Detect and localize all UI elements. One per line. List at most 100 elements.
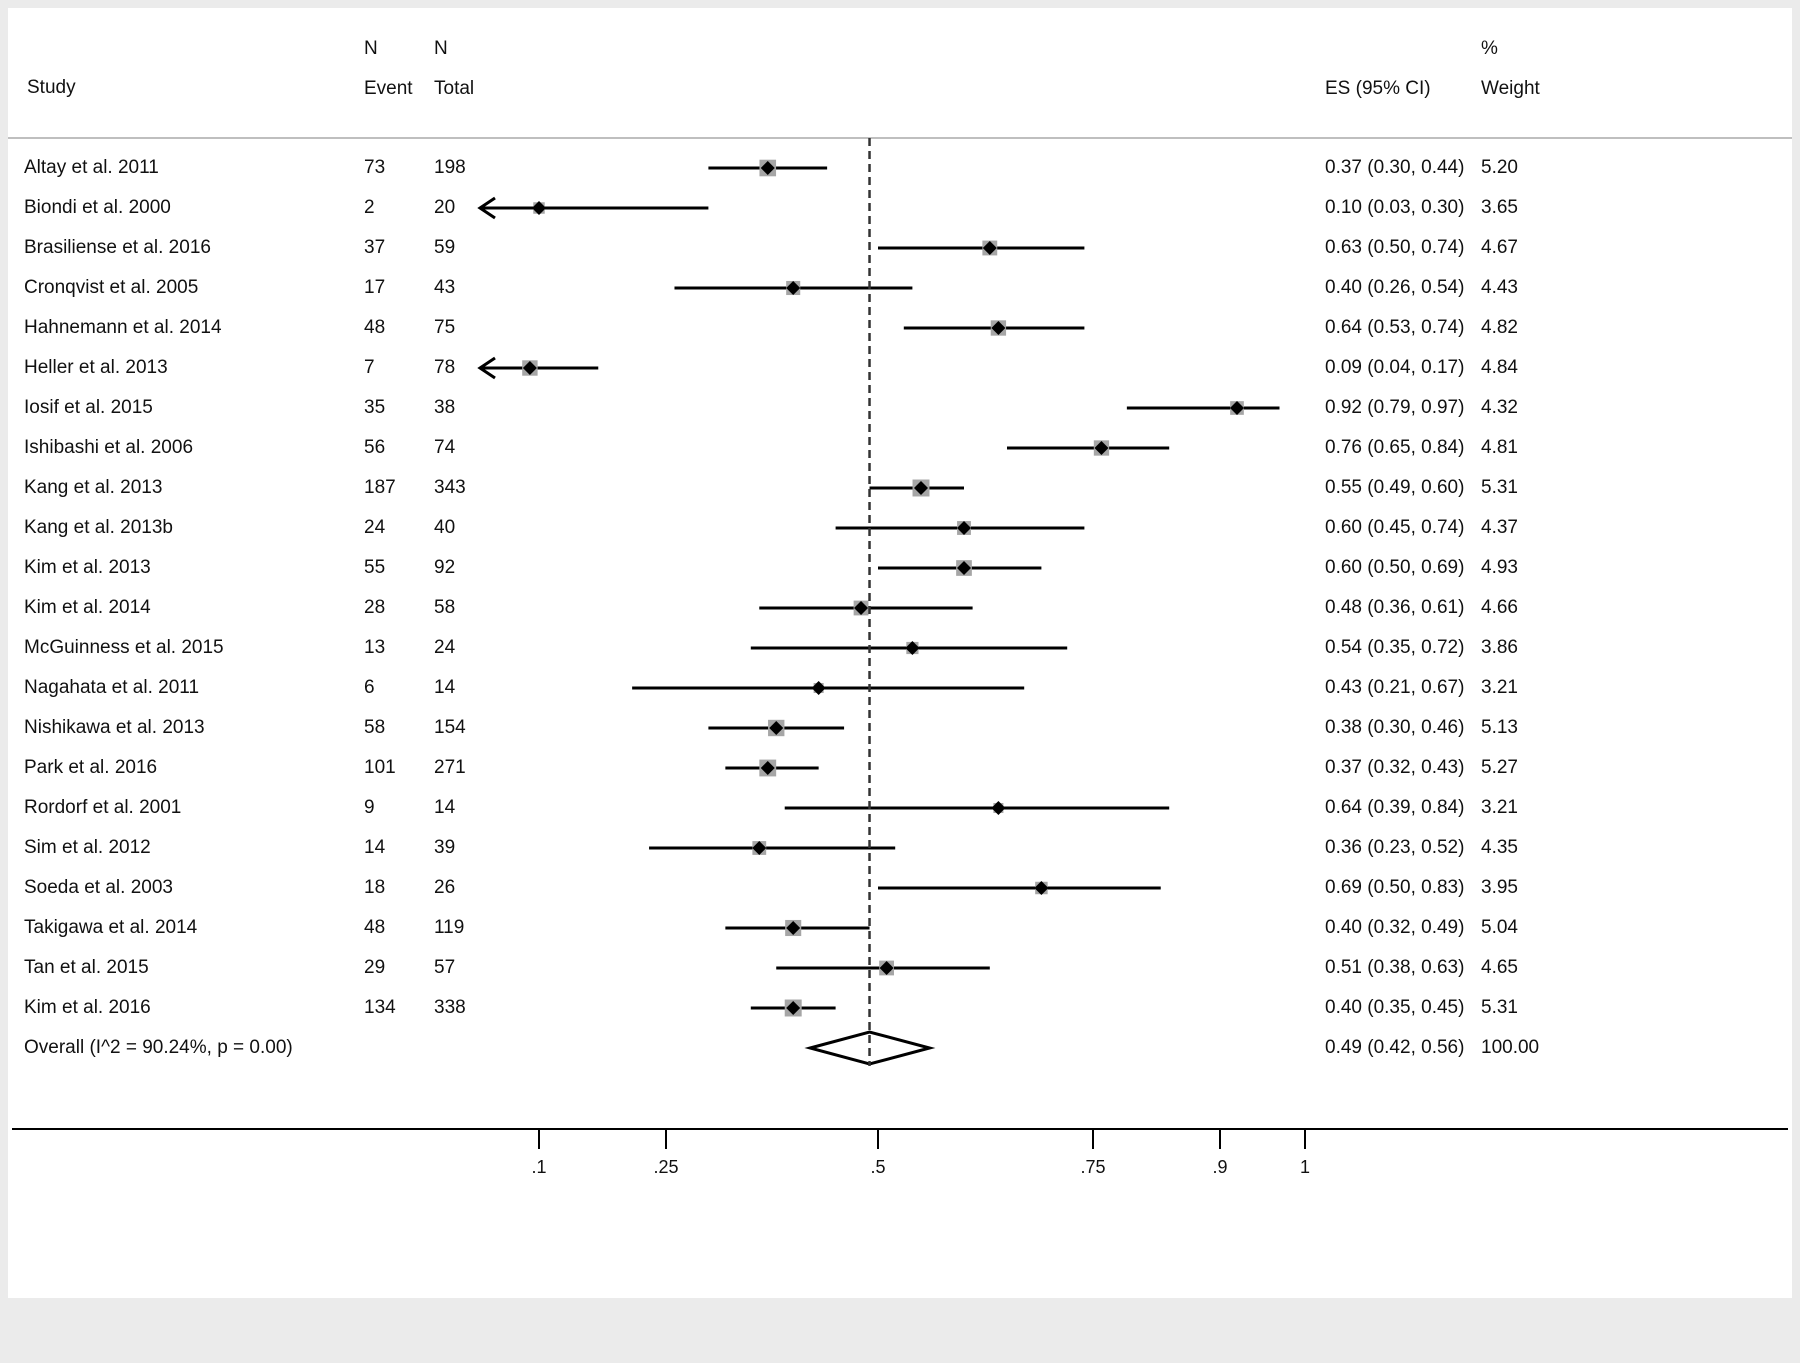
point-estimate bbox=[786, 921, 801, 935]
weight-value: 4.43 bbox=[1481, 277, 1518, 298]
es-ci-value: 0.92 (0.79, 0.97) bbox=[1325, 397, 1465, 418]
overall-es-ci: 0.49 (0.42, 0.56) bbox=[1325, 1037, 1465, 1058]
point-estimate bbox=[879, 961, 894, 975]
study-name: Iosif et al. 2015 bbox=[24, 397, 153, 418]
event-count: 28 bbox=[364, 597, 386, 618]
total-count: 39 bbox=[434, 837, 456, 858]
total-count: 75 bbox=[434, 317, 456, 338]
event-count: 13 bbox=[364, 637, 386, 658]
event-count: 35 bbox=[364, 397, 386, 418]
total-count: 20 bbox=[434, 197, 456, 218]
x-tick-label: .75 bbox=[1080, 1157, 1105, 1177]
event-count: 7 bbox=[364, 357, 375, 378]
total-count: 119 bbox=[434, 917, 465, 938]
es-ci-value: 0.40 (0.26, 0.54) bbox=[1325, 277, 1465, 298]
total-count: 338 bbox=[434, 997, 466, 1018]
total-count: 40 bbox=[434, 517, 456, 538]
ci-arrow bbox=[477, 196, 496, 220]
es-ci-value: 0.37 (0.32, 0.43) bbox=[1325, 757, 1465, 778]
weight-value: 4.35 bbox=[1481, 837, 1518, 858]
weight-value: 4.65 bbox=[1481, 957, 1518, 978]
es-ci-value: 0.10 (0.03, 0.30) bbox=[1325, 197, 1465, 218]
study-name: McGuinness et al. 2015 bbox=[24, 637, 224, 658]
header-n-total-bottom: Total bbox=[434, 78, 475, 99]
point-estimate bbox=[532, 201, 546, 215]
study-name: Heller et al. 2013 bbox=[24, 357, 168, 378]
point-estimate bbox=[991, 801, 1006, 815]
es-ci-value: 0.48 (0.36, 0.61) bbox=[1325, 597, 1465, 618]
study-name: Sim et al. 2012 bbox=[24, 837, 151, 858]
total-count: 92 bbox=[434, 557, 456, 578]
weight-value: 4.82 bbox=[1481, 317, 1518, 338]
es-ci-value: 0.43 (0.21, 0.67) bbox=[1325, 677, 1465, 698]
es-ci-value: 0.55 (0.49, 0.60) bbox=[1325, 477, 1465, 498]
es-ci-value: 0.60 (0.50, 0.69) bbox=[1325, 557, 1465, 578]
weight-value: 3.65 bbox=[1481, 197, 1518, 218]
study-name: Kang et al. 2013b bbox=[24, 517, 173, 538]
study-name: Hahnemann et al. 2014 bbox=[24, 317, 222, 338]
event-count: 134 bbox=[364, 997, 396, 1018]
event-count: 14 bbox=[364, 837, 386, 858]
total-count: 43 bbox=[434, 277, 456, 298]
es-ci-value: 0.64 (0.39, 0.84) bbox=[1325, 797, 1465, 818]
es-ci-value: 0.38 (0.30, 0.46) bbox=[1325, 717, 1465, 738]
event-count: 187 bbox=[364, 477, 396, 498]
header-n-total-top: N bbox=[434, 38, 448, 59]
point-estimate bbox=[786, 281, 801, 295]
total-count: 343 bbox=[434, 477, 466, 498]
total-count: 58 bbox=[434, 597, 456, 618]
weight-value: 3.21 bbox=[1481, 797, 1518, 818]
header-n-event-bottom: Event bbox=[364, 78, 413, 99]
weight-value: 4.81 bbox=[1481, 437, 1518, 458]
es-ci-value: 0.64 (0.53, 0.74) bbox=[1325, 317, 1465, 338]
weight-value: 3.86 bbox=[1481, 637, 1518, 658]
event-count: 48 bbox=[364, 917, 386, 938]
es-ci-value: 0.76 (0.65, 0.84) bbox=[1325, 437, 1465, 458]
total-count: 74 bbox=[434, 437, 456, 458]
es-ci-value: 0.69 (0.50, 0.83) bbox=[1325, 877, 1465, 898]
total-count: 59 bbox=[434, 237, 456, 258]
point-estimate bbox=[760, 761, 775, 775]
point-estimate bbox=[957, 521, 971, 535]
weight-value: 4.32 bbox=[1481, 397, 1518, 418]
study-name: Altay et al. 2011 bbox=[24, 157, 159, 178]
study-name: Soeda et al. 2003 bbox=[24, 877, 173, 898]
es-ci-value: 0.36 (0.23, 0.52) bbox=[1325, 837, 1465, 858]
point-estimate bbox=[914, 481, 928, 495]
total-count: 57 bbox=[434, 957, 456, 978]
weight-value: 4.66 bbox=[1481, 597, 1518, 618]
x-tick-label: .25 bbox=[653, 1157, 678, 1177]
es-ci-value: 0.09 (0.04, 0.17) bbox=[1325, 357, 1465, 378]
forest-chart: .1 .25 .5 .75 .9 1 bbox=[8, 137, 1792, 1177]
event-count: 48 bbox=[364, 317, 386, 338]
study-name: Brasiliense et al. 2016 bbox=[24, 237, 211, 258]
point-estimate bbox=[1094, 441, 1109, 455]
study-name: Kang et al. 2013 bbox=[24, 477, 163, 498]
es-ci-value: 0.40 (0.35, 0.45) bbox=[1325, 997, 1465, 1018]
overall-label: Overall (I^2 = 90.24%, p = 0.00) bbox=[24, 1037, 293, 1058]
x-tick-label: .9 bbox=[1212, 1157, 1227, 1177]
event-count: 29 bbox=[364, 957, 386, 978]
point-estimate bbox=[957, 561, 971, 575]
es-ci-value: 0.51 (0.38, 0.63) bbox=[1325, 957, 1465, 978]
event-count: 101 bbox=[364, 757, 396, 778]
point-estimate bbox=[991, 321, 1006, 335]
point-estimate bbox=[811, 681, 826, 695]
header-study: Study bbox=[27, 77, 76, 98]
weight-value: 5.04 bbox=[1481, 917, 1518, 938]
event-count: 24 bbox=[364, 517, 386, 538]
study-name: Park et al. 2016 bbox=[24, 757, 158, 778]
study-name: Nishikawa et al. 2013 bbox=[24, 717, 205, 738]
weight-value: 3.95 bbox=[1481, 877, 1518, 898]
study-name: Kim et al. 2014 bbox=[24, 597, 151, 618]
study-name: Nagahata et al. 2011 bbox=[24, 677, 200, 698]
weight-value: 5.20 bbox=[1481, 157, 1518, 178]
study-name: Ishibashi et al. 2006 bbox=[24, 437, 194, 458]
ci-arrow bbox=[477, 356, 496, 380]
es-ci-value: 0.40 (0.32, 0.49) bbox=[1325, 917, 1465, 938]
point-estimate bbox=[982, 241, 997, 255]
event-count: 55 bbox=[364, 557, 386, 578]
es-ci-value: 0.54 (0.35, 0.72) bbox=[1325, 637, 1465, 658]
point-estimate bbox=[760, 161, 775, 175]
total-count: 271 bbox=[434, 757, 466, 778]
